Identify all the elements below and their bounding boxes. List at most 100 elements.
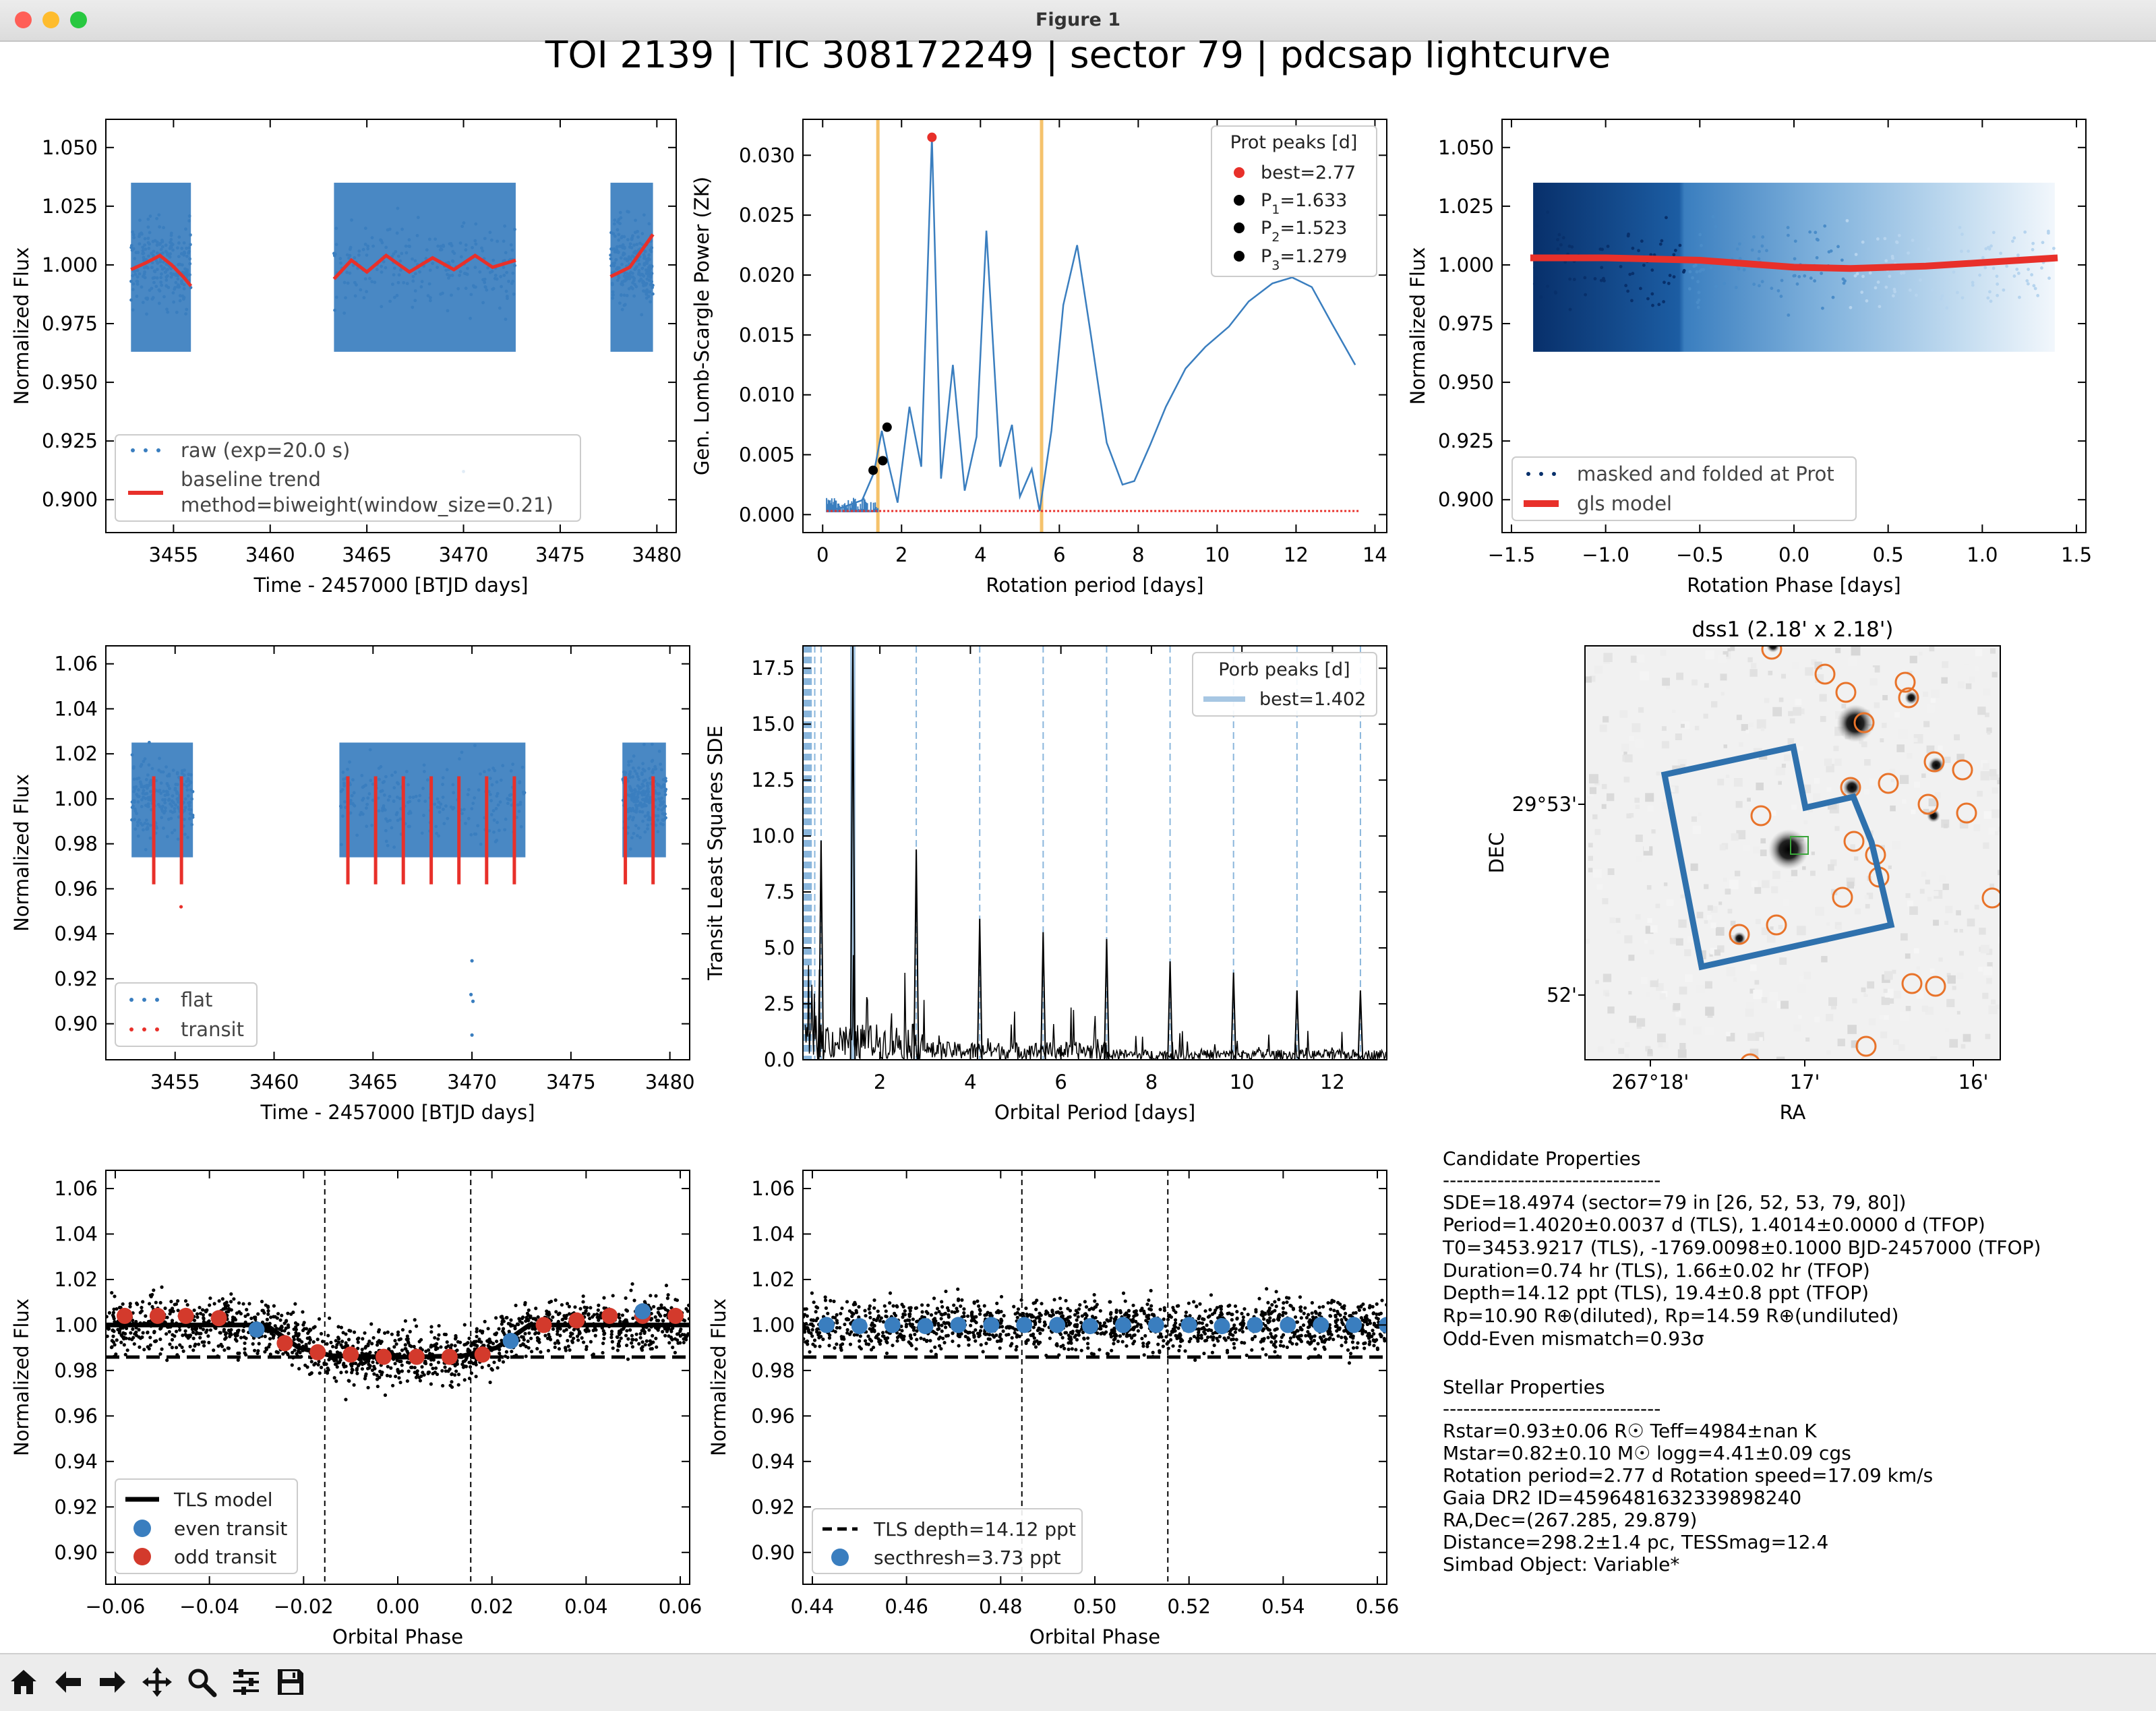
folded-data-point xyxy=(419,1379,422,1382)
flat-flux-point xyxy=(663,785,666,788)
dss-noise-pixel xyxy=(1900,1013,1909,1021)
flat-flux-point xyxy=(664,788,667,791)
y-tick-label: 2.5 xyxy=(764,992,795,1015)
flat-flux-point xyxy=(189,808,193,812)
folded-data-point xyxy=(260,1300,264,1303)
raw-flux-point xyxy=(355,283,358,287)
raw-flux-point xyxy=(642,264,646,267)
odd-transit-bin xyxy=(442,1349,458,1365)
folded-data-point xyxy=(366,1386,369,1389)
folded-data-point xyxy=(202,1316,205,1319)
flat-flux-point xyxy=(649,777,652,780)
folded-data-point xyxy=(554,1298,558,1302)
raw-flux-point xyxy=(146,237,150,240)
folded-data-point xyxy=(903,1309,907,1313)
dss-noise-pixel xyxy=(1588,843,1593,847)
dss-noise-pixel xyxy=(1704,714,1708,719)
folded-data-point xyxy=(354,1362,357,1365)
y-tick-label: 0.900 xyxy=(1438,488,1494,511)
folded-flux-point xyxy=(1639,287,1642,291)
y-tick-label: 10.0 xyxy=(751,824,795,847)
flat-flux-point xyxy=(172,769,175,772)
raw-flux-point xyxy=(129,299,133,302)
dss-noise-pixel xyxy=(1792,662,1799,669)
flat-flux-point xyxy=(183,833,187,836)
dss-noise-pixel xyxy=(1658,1042,1663,1046)
folded-data-point xyxy=(342,1362,345,1365)
raw-flux-point xyxy=(500,285,503,289)
dss-noise-pixel xyxy=(1603,653,1613,663)
folded-data-point xyxy=(654,1294,657,1298)
folded-data-point xyxy=(631,1345,634,1348)
folded-data-point xyxy=(547,1311,551,1314)
raw-flux-point xyxy=(630,237,634,241)
dss-noise-pixel xyxy=(1681,724,1685,728)
folded-data-point xyxy=(287,1331,290,1335)
raw-flux-point xyxy=(491,259,495,262)
folded-flux-point xyxy=(1673,275,1676,278)
folded-data-point xyxy=(144,1315,147,1318)
raw-flux-point xyxy=(364,227,367,230)
folded-data-point xyxy=(1099,1309,1102,1313)
dss-noise-pixel xyxy=(1781,674,1786,679)
folded-data-point xyxy=(301,1329,305,1332)
folded-data-point xyxy=(946,1307,949,1310)
folded-data-point xyxy=(326,1367,330,1370)
folded-flux-point xyxy=(1927,247,1931,251)
folded-data-point xyxy=(1104,1325,1108,1328)
flat-flux-point xyxy=(382,780,386,783)
folded-data-point xyxy=(560,1303,564,1307)
folded-data-point xyxy=(160,1348,163,1351)
folded-data-point xyxy=(201,1308,204,1311)
y-tick-label: 0.005 xyxy=(739,444,795,467)
dss-noise-pixel xyxy=(1804,972,1811,979)
flat-flux-point xyxy=(140,805,144,808)
folded-data-point xyxy=(154,1300,158,1304)
dss-noise-pixel xyxy=(1731,833,1739,841)
folded-flux-point xyxy=(1650,268,1654,272)
raw-flux-point xyxy=(623,252,626,256)
folded-data-point xyxy=(152,1331,156,1334)
raw-flux-point xyxy=(184,227,187,231)
folded-data-point xyxy=(318,1317,321,1321)
dss-noise-pixel xyxy=(1629,1016,1636,1023)
raw-flux-point xyxy=(363,296,366,299)
dss-noise-pixel xyxy=(1754,887,1761,894)
folded-data-point xyxy=(588,1317,591,1320)
raw-flux-point xyxy=(413,299,417,302)
flat-flux-point xyxy=(491,767,495,770)
raw-flux-point xyxy=(624,279,627,282)
folded-data-point xyxy=(178,1343,181,1346)
flat-flux-point xyxy=(630,760,633,763)
dss-noise-pixel xyxy=(1657,1033,1666,1042)
flat-flux-point xyxy=(412,796,415,799)
folded-data-point xyxy=(1176,1327,1180,1330)
dss-noise-pixel xyxy=(1749,669,1757,676)
x-tick-label: 3465 xyxy=(342,543,392,566)
flat-flux-point xyxy=(159,791,162,795)
flat-flux-point xyxy=(341,788,345,791)
flat-flux-point xyxy=(173,829,177,832)
folded-data-point xyxy=(372,1336,376,1340)
dss-noise-pixel xyxy=(1791,805,1797,810)
dss-noise-pixel xyxy=(1743,845,1750,851)
flat-flux-point xyxy=(638,786,642,789)
dss-noise-pixel xyxy=(1799,746,1803,751)
folded-data-point xyxy=(199,1331,202,1335)
flat-flux-point xyxy=(491,783,494,787)
window-titlebar[interactable]: Figure 1 xyxy=(0,0,2156,42)
dss-noise-pixel xyxy=(1944,824,1948,828)
folded-data-point xyxy=(146,1331,149,1334)
y-tick-label: 0.950 xyxy=(42,371,98,394)
folded-data-point xyxy=(317,1363,320,1367)
dss-noise-pixel xyxy=(1727,967,1736,976)
figure-canvas[interactable]: TOI 2139 | TIC 308172249 | sector 79 | p… xyxy=(0,40,2156,1653)
y-axis-label: Normalized Flux xyxy=(10,1298,33,1456)
raw-flux-point xyxy=(359,289,362,292)
dss-noise-pixel xyxy=(1851,646,1861,655)
raw-flux-point xyxy=(621,308,624,311)
dss-noise-pixel xyxy=(1978,967,1983,971)
folded-data-point xyxy=(505,1316,508,1319)
folded-data-point xyxy=(849,1343,852,1346)
folded-data-point xyxy=(221,1297,224,1300)
